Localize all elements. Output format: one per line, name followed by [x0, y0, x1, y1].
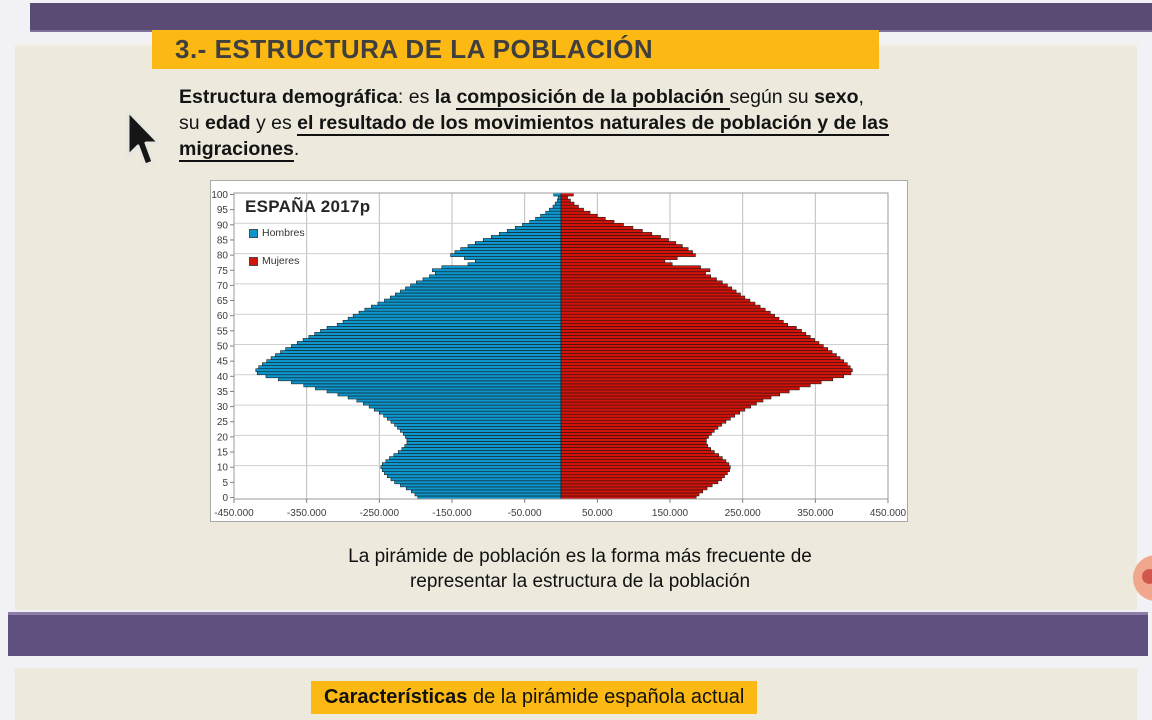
definition-paragraph: Estructura demográfica: es la composició…: [179, 84, 969, 162]
svg-text:20: 20: [217, 432, 229, 443]
caption-line-1: La pirámide de población es la forma más…: [348, 546, 812, 567]
svg-text:75: 75: [217, 266, 229, 277]
paragraph-segment: .: [293, 138, 300, 160]
svg-text:450.000: 450.000: [870, 508, 907, 519]
paragraph-segment: su: [179, 112, 206, 134]
svg-text:150.000: 150.000: [652, 508, 689, 519]
paragraph-segment: : es: [397, 86, 435, 108]
svg-text:80: 80: [217, 251, 229, 262]
bars-mujeres: [560, 192, 853, 500]
legend-label: Mujeres: [262, 255, 300, 267]
hombres-swatch-icon: [249, 228, 258, 238]
population-pyramid-chart: 0 5 10 15 20 25 30 35 40 45 50 55 60 65 70 75 80 85 90 95 10…: [210, 180, 908, 522]
paragraph-segment: composición de la población: [456, 86, 730, 110]
webcam-dot-icon: [1142, 569, 1152, 584]
svg-text:60: 60: [217, 311, 229, 322]
svg-text:250.000: 250.000: [725, 508, 762, 519]
caption-line-2: representar la estructura de la població…: [409, 571, 751, 592]
top-purple-band: [30, 3, 1152, 32]
legend-item-mujeres: Mujeres: [249, 255, 299, 267]
next-section-heading: Características de la pirámide española …: [311, 681, 758, 714]
svg-text:45: 45: [217, 357, 229, 368]
svg-text:55: 55: [217, 326, 229, 337]
svg-text:10: 10: [217, 463, 229, 474]
svg-text:70: 70: [217, 281, 229, 292]
axis-labels: 0 5 10 15 20 25 30 35 40 45 50 55 60 65 70 75 80 85 90 95 10…: [211, 190, 906, 519]
paragraph-segment: ,: [858, 86, 864, 108]
paragraph-segment: sexo: [814, 86, 859, 108]
svg-text:-350.000: -350.000: [287, 508, 327, 519]
svg-text:95: 95: [217, 205, 229, 216]
webcam-bubble[interactable]: [1133, 555, 1152, 601]
mujeres-swatch-icon: [249, 256, 258, 266]
legend-label: Hombres: [262, 227, 305, 239]
slide-title: 3.- ESTRUCTURA DE LA POBLACIÓN: [152, 30, 879, 69]
paragraph-segment: migraciones: [179, 138, 294, 162]
paragraph-segment: la: [434, 86, 457, 108]
svg-text:40: 40: [217, 372, 229, 383]
paragraph-segment: según su: [729, 86, 815, 108]
svg-text:65: 65: [217, 296, 229, 307]
svg-text:100: 100: [211, 190, 228, 201]
svg-text:50.000: 50.000: [582, 508, 613, 519]
chart-caption: La pirámide de población es la forma más…: [280, 544, 880, 594]
svg-text:5: 5: [222, 478, 228, 489]
svg-text:-50.000: -50.000: [508, 508, 542, 519]
paragraph-segment: Estructura demográfica: [179, 86, 398, 108]
paragraph-segment: el resultado de los movimientos naturale…: [297, 112, 889, 136]
pyramid-plot: 0 5 10 15 20 25 30 35 40 45 50 55 60 65 70 75 80 85 90 95 10…: [211, 190, 906, 519]
svg-text:85: 85: [217, 235, 229, 246]
next-section-heading-rest: de la pirámide española actual: [467, 686, 745, 708]
svg-text:-150.000: -150.000: [432, 508, 472, 519]
bottom-purple-band: [8, 612, 1148, 656]
svg-text:0: 0: [222, 493, 228, 504]
svg-text:350.000: 350.000: [797, 508, 834, 519]
svg-text:-450.000: -450.000: [214, 508, 254, 519]
paragraph-segment: edad: [205, 112, 251, 134]
svg-text:90: 90: [217, 220, 229, 231]
svg-text:-250.000: -250.000: [360, 508, 400, 519]
next-section-heading-bold: Características: [324, 686, 468, 708]
mouse-cursor-icon: [126, 109, 161, 167]
svg-text:50: 50: [217, 342, 229, 353]
svg-text:25: 25: [217, 417, 229, 428]
svg-text:35: 35: [217, 387, 229, 398]
svg-text:15: 15: [217, 448, 229, 459]
legend-item-hombres: Hombres: [249, 227, 305, 239]
chart-title: ESPAÑA 2017p: [245, 197, 371, 216]
svg-text:30: 30: [217, 402, 229, 413]
paragraph-segment: y es: [250, 112, 298, 134]
